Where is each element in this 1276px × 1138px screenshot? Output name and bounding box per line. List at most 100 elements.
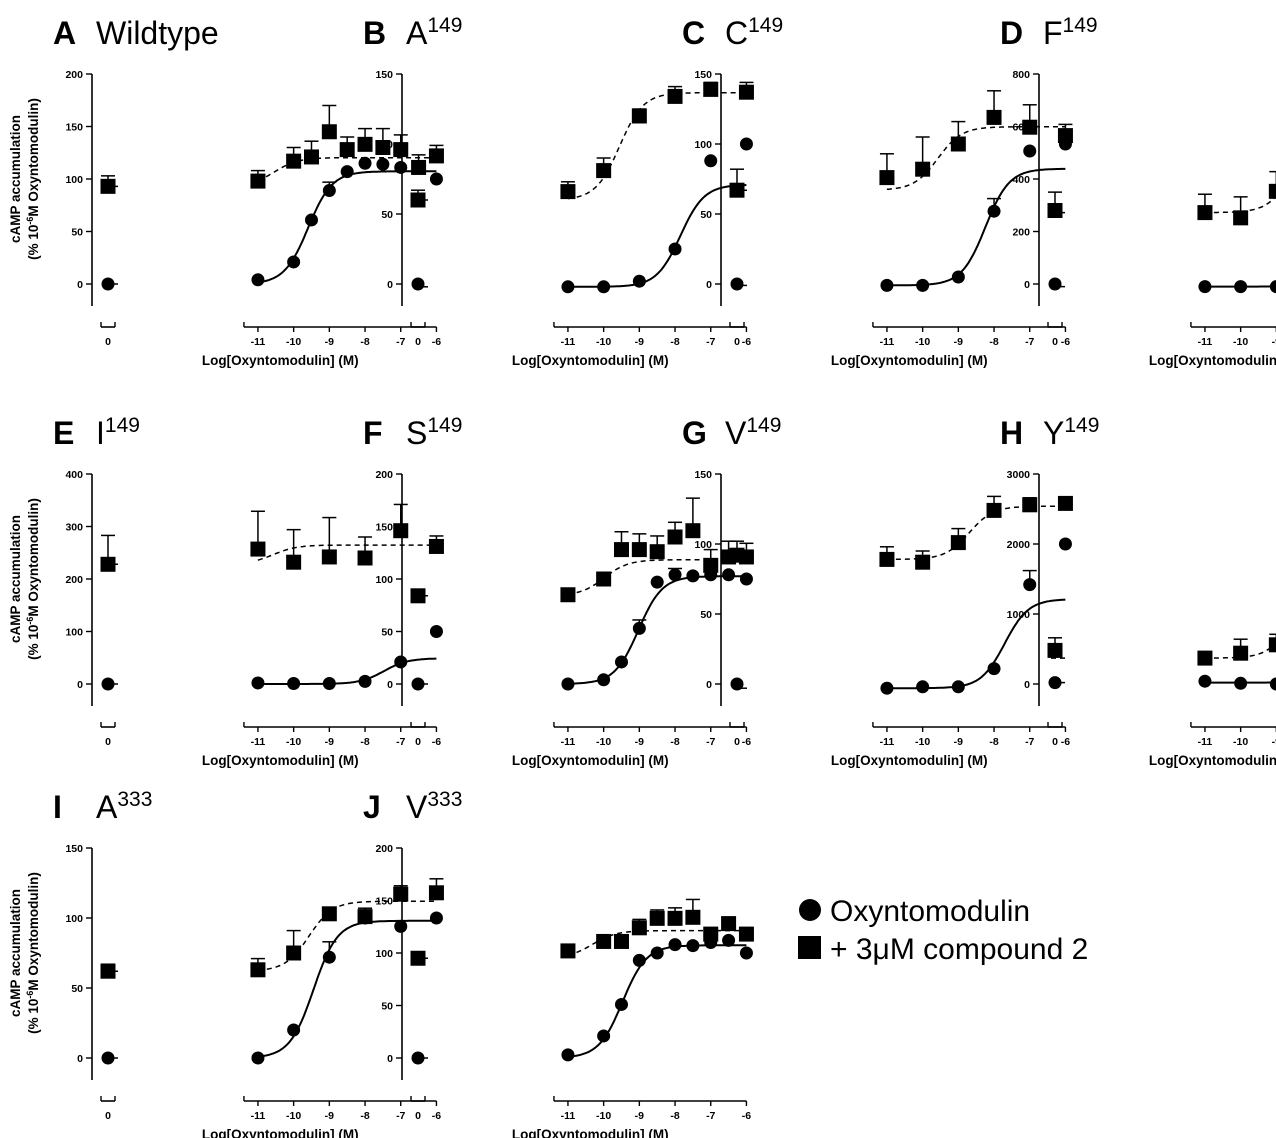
data-point-compound2 — [100, 178, 116, 194]
y-tick-label: 150 — [694, 469, 712, 481]
data-point-oxyntomodulin — [880, 681, 894, 695]
data-point-compound2 — [250, 962, 266, 978]
data-point-oxyntomodulin — [614, 997, 628, 1011]
x-tick-label: -10 — [1233, 736, 1248, 748]
x-tick-label: -6 — [742, 1110, 751, 1122]
data-point-compound2 — [339, 142, 355, 158]
data-point-compound2 — [1047, 203, 1063, 218]
x-tick-label: 0 — [415, 1110, 421, 1122]
y-tick-label: 0 — [387, 1053, 393, 1065]
y-tick-label: 0 — [1024, 279, 1030, 291]
data-point-compound2 — [411, 159, 427, 175]
data-point-oxyntomodulin — [704, 154, 718, 168]
x-tick-label: -8 — [360, 1110, 369, 1122]
y-tick-label: 800 — [1012, 69, 1030, 81]
data-point-compound2 — [879, 551, 895, 567]
data-point-oxyntomodulin — [1023, 578, 1037, 592]
x-tick-label: -8 — [670, 336, 679, 348]
legend-marker-circle — [799, 899, 821, 921]
y-axis-label-units: (% 10-6M Oxyntomodulin) — [25, 98, 41, 260]
data-point-oxyntomodulin — [251, 273, 265, 287]
data-point-compound2 — [667, 910, 683, 926]
panel-c: C C149 0 50 100 150 0 -11 -10 -9 -8 -7 -6 Log[Oxyntom… — [682, 14, 1073, 368]
y-tick-label: 100 — [65, 913, 83, 925]
y-axis-label-superscript: -6 — [25, 991, 35, 999]
panel-letter: H — [1000, 415, 1023, 451]
x-tick-label: -7 — [1025, 336, 1034, 348]
x-tick-label: 0 — [105, 336, 111, 348]
x-tick-label: -9 — [325, 336, 334, 348]
x-tick-label: 0 — [1052, 336, 1058, 348]
x-tick-label: -7 — [396, 736, 405, 748]
panel-letter: B — [363, 15, 386, 51]
y-axis-label-part: M Oxyntomodulin) — [26, 98, 41, 217]
panel-letter: J — [363, 789, 381, 825]
data-point-compound2 — [286, 554, 302, 570]
panel-d: DF14902004006008000-11-10-9-8-7-6Log[Oxy… — [1000, 14, 1276, 368]
y-tick-label: 50 — [71, 983, 83, 995]
x-axis-label: Log[Oxyntomodulin] (M) — [202, 1127, 359, 1138]
data-point-oxyntomodulin — [722, 933, 736, 947]
panel-title-superscript: 149 — [748, 14, 783, 37]
panel-g: G V149 0 50 100 150 0 -11 -10 -9 -8 -7 -6 Log[Oxyntom… — [682, 414, 1073, 768]
data-point-compound2 — [1057, 495, 1073, 511]
y-tick-label: 400 — [65, 469, 83, 481]
data-point-compound2 — [915, 161, 931, 177]
y-axis-label-part: (% 10 — [26, 999, 41, 1034]
data-point-compound2 — [410, 192, 426, 208]
x-tick-label: -10 — [596, 1110, 611, 1122]
data-point-oxyntomodulin — [668, 568, 682, 582]
legend: Oxyntomodulin + 3μM compound 2 — [798, 895, 1088, 966]
data-point-compound2 — [1233, 645, 1249, 661]
data-point-oxyntomodulin — [561, 677, 575, 691]
panel-title-superscript: 149 — [105, 414, 140, 437]
y-tick-label: 100 — [694, 539, 712, 551]
x-tick-label: -10 — [286, 1110, 301, 1122]
panel-title-superscript: 149 — [1063, 14, 1098, 37]
data-point-compound2 — [393, 523, 409, 539]
data-point-oxyntomodulin — [429, 911, 443, 925]
data-point-oxyntomodulin — [251, 1051, 265, 1065]
y-tick-label: 3000 — [1007, 469, 1031, 481]
y-tick-label: 200 — [1012, 227, 1030, 239]
x-axis-label: Log[Oxyntomodulin] (M) — [1149, 353, 1276, 368]
y-tick-label: 0 — [77, 1053, 83, 1065]
data-point-compound2 — [428, 538, 444, 554]
y-tick-label: 600 — [1012, 122, 1030, 134]
fit-curve-compound2 — [257, 156, 437, 182]
data-point-compound2 — [729, 547, 745, 563]
x-tick-label: -8 — [360, 736, 369, 748]
data-point-oxyntomodulin — [394, 160, 408, 174]
data-point-oxyntomodulin — [730, 277, 744, 291]
x-tick-label: -6 — [1061, 336, 1070, 348]
fit-curve-compound2 — [257, 544, 437, 561]
data-point-compound2 — [357, 136, 373, 152]
data-point-compound2 — [685, 523, 701, 539]
x-tick-label: -9 — [325, 736, 334, 748]
x-tick-label: -11 — [251, 336, 266, 348]
data-point-oxyntomodulin — [322, 676, 336, 690]
data-point-compound2 — [1022, 497, 1038, 513]
x-axis-label: Log[Oxyntomodulin] (M) — [831, 753, 988, 768]
data-point-compound2 — [729, 182, 745, 198]
x-tick-label: -7 — [706, 736, 715, 748]
data-point-compound2 — [560, 587, 576, 603]
data-point-oxyntomodulin — [650, 575, 664, 589]
y-axis-label-units: (% 10-6M Oxyntomodulin) — [25, 872, 41, 1034]
x-tick-label: -11 — [880, 336, 895, 348]
data-point-oxyntomodulin — [739, 946, 753, 960]
x-tick-label: -6 — [432, 336, 441, 348]
x-tick-label: -9 — [325, 1110, 334, 1122]
x-tick-label: -7 — [396, 336, 405, 348]
data-point-oxyntomodulin — [951, 270, 965, 284]
y-tick-label: 300 — [65, 522, 83, 534]
data-point-compound2 — [596, 933, 612, 949]
x-tick-label: 0 — [105, 736, 111, 748]
panel-title: A149 — [406, 14, 462, 51]
x-tick-label: -6 — [432, 1110, 441, 1122]
y-tick-label: 50 — [381, 209, 393, 221]
data-point-compound2 — [560, 184, 576, 200]
data-point-oxyntomodulin — [411, 1051, 425, 1065]
y-tick-label: 150 — [375, 522, 393, 534]
data-point-compound2 — [393, 142, 409, 158]
